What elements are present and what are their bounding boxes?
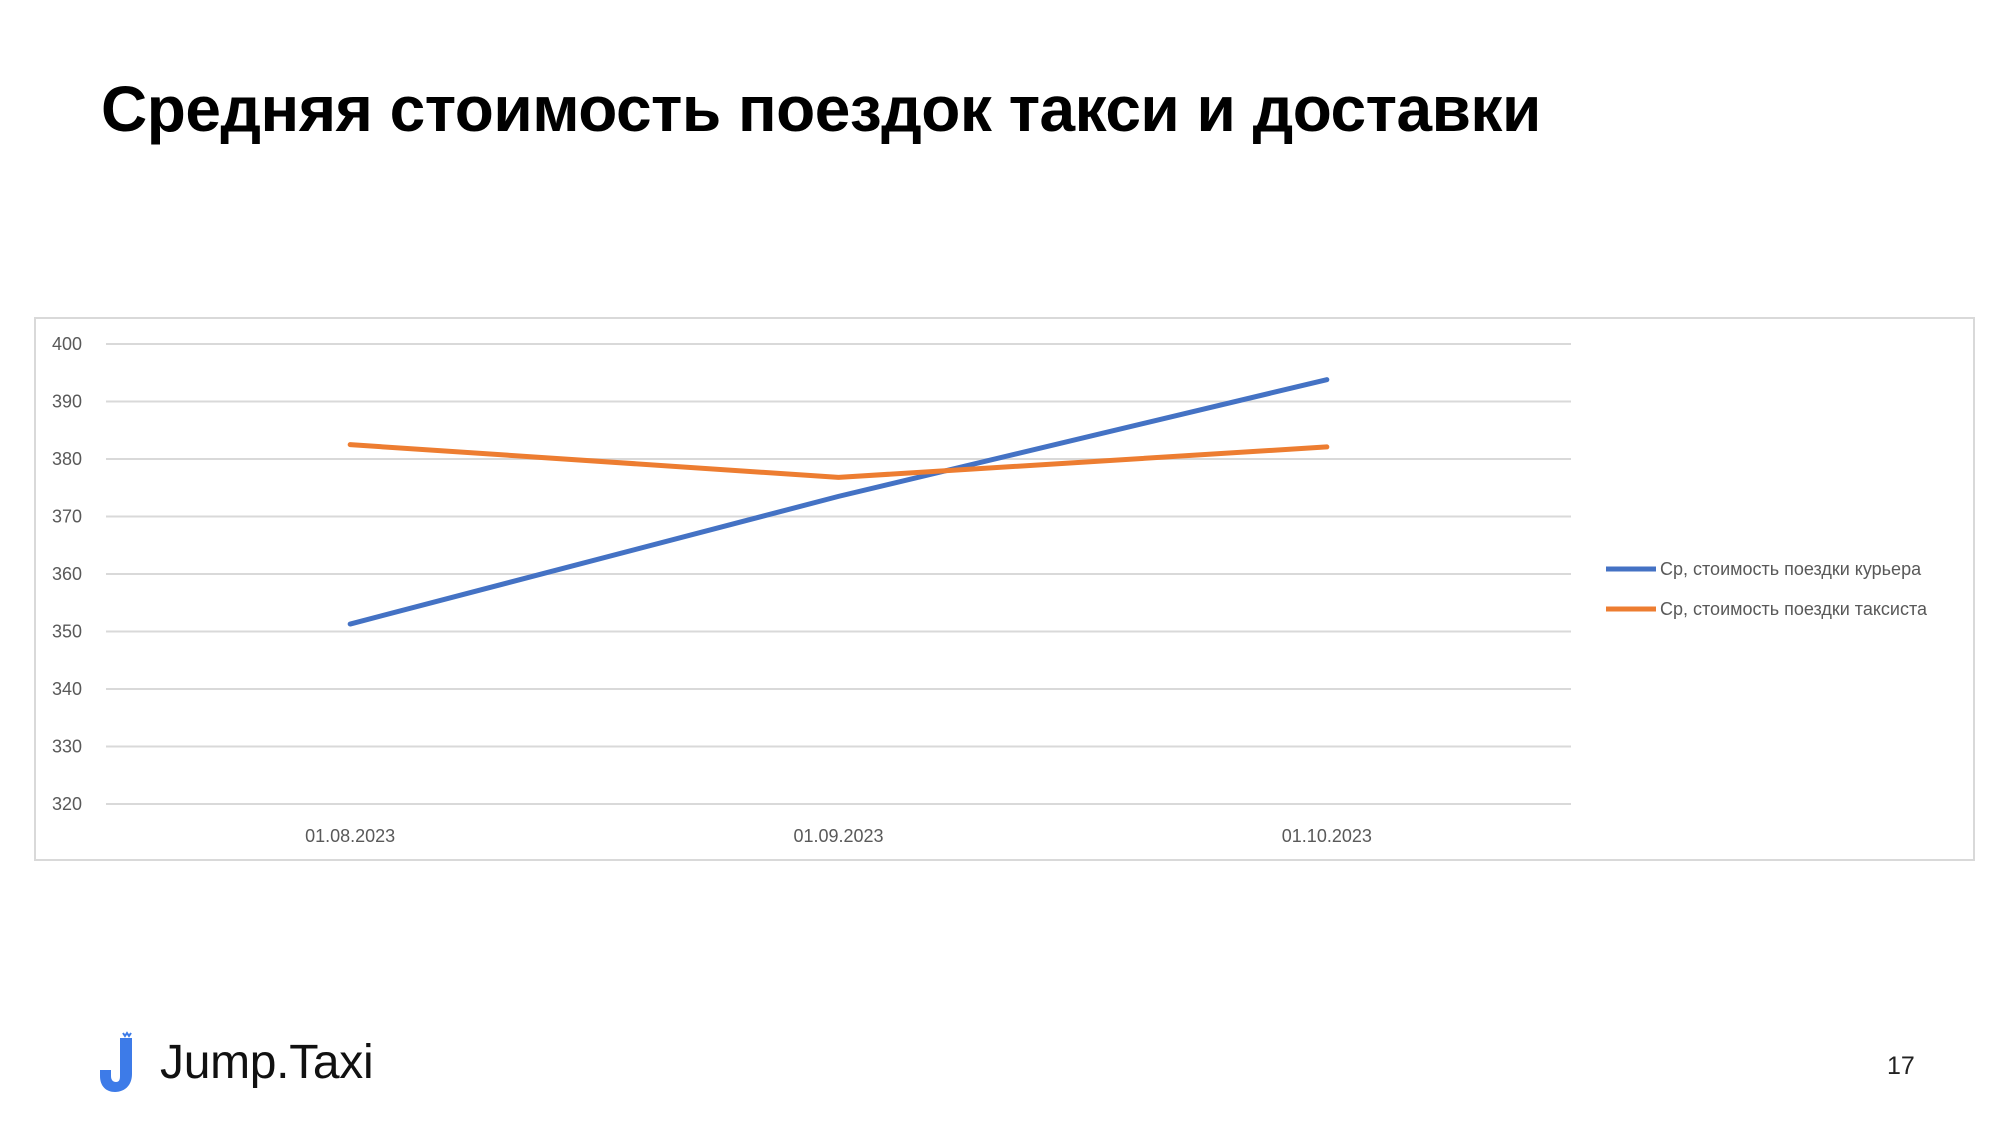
legend-label: Ср, стоимость поездки таксиста [1660,599,1928,619]
brand-name: Jump.Taxi [160,1035,374,1089]
series-line-1 [347,442,1330,480]
legend-label: Ср, стоимость поездки курьера [1660,559,1922,579]
brand: Jump.Taxi [100,1030,374,1094]
grid-lines [106,343,1571,805]
series-line-0 [347,377,1330,627]
y-tick-label: 320 [52,794,82,814]
legend: Ср, стоимость поездки курьера Ср, стоимос… [1606,559,1928,619]
y-tick-label: 400 [52,334,82,354]
chart-frame: 320 330 340 350 360 370 380 390 400 01.08.2023 01… [34,317,1975,861]
y-tick-label: 360 [52,564,82,584]
y-axis-ticks: 320 330 340 350 360 370 380 390 400 [52,334,82,814]
page-number: 17 [1887,1052,1915,1080]
y-tick-label: 370 [52,507,82,527]
y-tick-label: 390 [52,392,82,412]
y-tick-label: 330 [52,737,82,757]
jump-logo-icon [100,1031,132,1092]
x-tick-label: 01.08.2023 [305,826,395,846]
x-tick-label: 01.10.2023 [1282,826,1372,846]
y-tick-label: 340 [52,679,82,699]
y-tick-label: 380 [52,449,82,469]
slide-title: Средняя стоимость поездок такси и достав… [101,73,1541,145]
x-tick-label: 01.09.2023 [793,826,883,846]
x-axis-ticks: 01.08.2023 01.09.2023 01.10.2023 [305,826,1372,846]
y-tick-label: 350 [52,622,82,642]
series-lines [347,377,1330,627]
